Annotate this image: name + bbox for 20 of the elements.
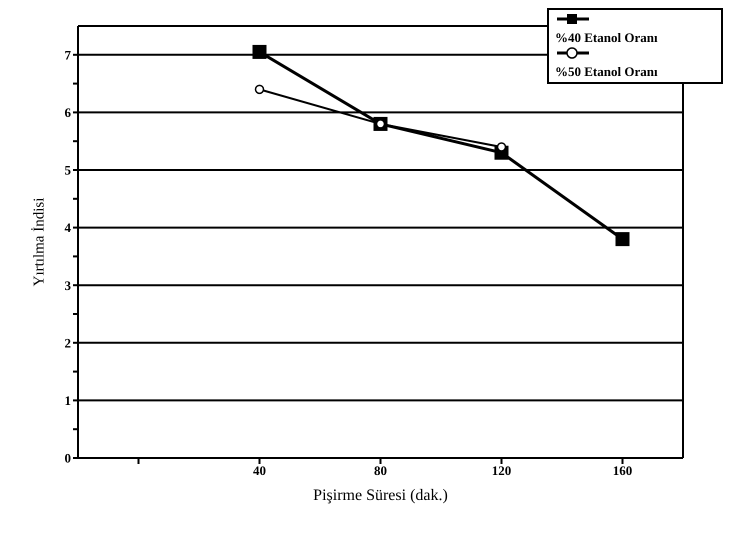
x-tick-label: 80 xyxy=(374,463,387,478)
y-tick-label: 4 xyxy=(64,220,72,236)
point xyxy=(616,232,630,246)
legend-label: %40 Etanol Oranı xyxy=(555,30,659,46)
x-tick-label: 40 xyxy=(253,463,266,478)
y-tick-label: 1 xyxy=(64,393,71,408)
y-tick-label: 7 xyxy=(64,47,72,62)
y-tick-label: 5 xyxy=(64,162,72,178)
y-tick-label: 0 xyxy=(64,450,71,466)
legend-label: %50 Etanol Oranı xyxy=(555,64,659,80)
y-tick-label: 6 xyxy=(64,105,72,120)
y-axis-title: Yırtılma İndisi xyxy=(30,198,48,286)
point xyxy=(252,44,266,59)
point xyxy=(496,142,506,152)
y-tick-label: 3 xyxy=(64,278,72,293)
point xyxy=(254,84,264,94)
x-tick-label: 120 xyxy=(492,463,512,478)
y-tick-label: 2 xyxy=(64,335,71,350)
x-axis-title: Pişirme Süresi (dak.) xyxy=(313,487,448,504)
x-tick-label: 160 xyxy=(612,463,632,478)
